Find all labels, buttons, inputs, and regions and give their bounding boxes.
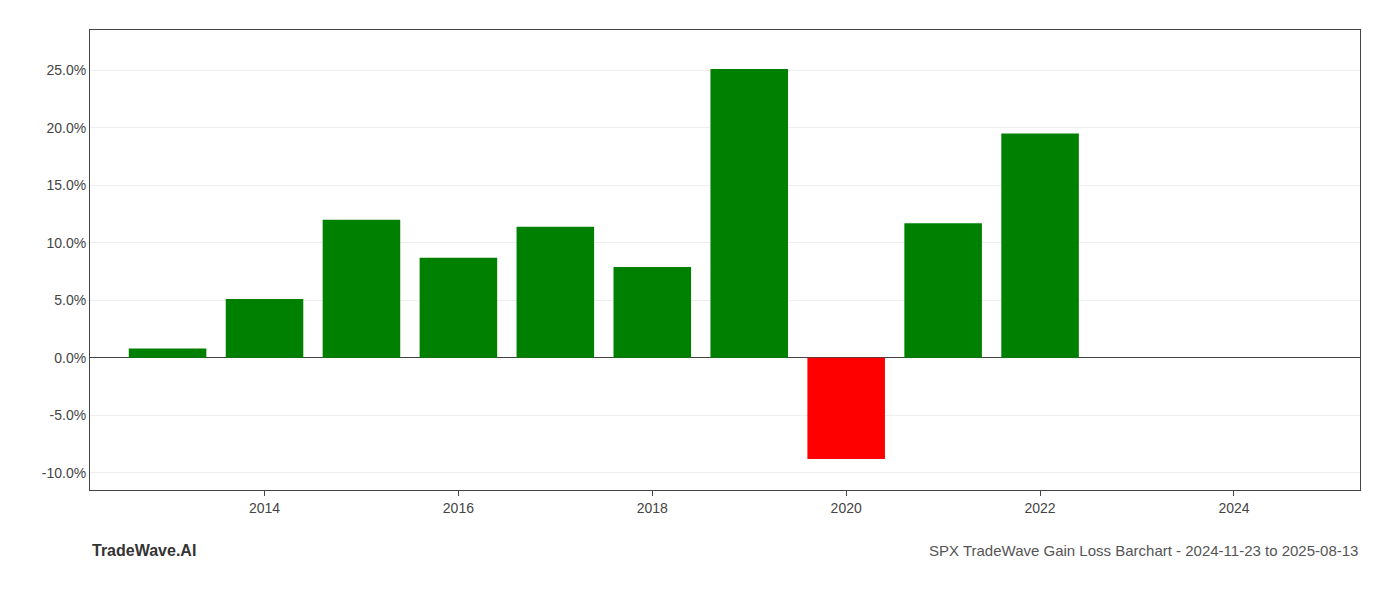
- svg-text:0.0%: 0.0%: [54, 350, 86, 366]
- svg-text:-5.0%: -5.0%: [50, 407, 87, 423]
- svg-text:2020: 2020: [831, 500, 862, 516]
- svg-text:SPX TradeWave Gain Loss Barcha: SPX TradeWave Gain Loss Barchart - 2024-…: [929, 542, 1358, 559]
- svg-text:TradeWave.AI: TradeWave.AI: [92, 542, 196, 559]
- svg-text:2014: 2014: [249, 500, 280, 516]
- svg-text:2024: 2024: [1218, 500, 1249, 516]
- svg-text:25.0%: 25.0%: [46, 62, 86, 78]
- svg-text:10.0%: 10.0%: [46, 235, 86, 251]
- svg-text:15.0%: 15.0%: [46, 177, 86, 193]
- svg-text:2022: 2022: [1025, 500, 1056, 516]
- svg-text:5.0%: 5.0%: [54, 292, 86, 308]
- svg-text:2018: 2018: [637, 500, 668, 516]
- svg-text:20.0%: 20.0%: [46, 120, 86, 136]
- svg-text:2016: 2016: [443, 500, 474, 516]
- svg-text:-10.0%: -10.0%: [42, 465, 86, 481]
